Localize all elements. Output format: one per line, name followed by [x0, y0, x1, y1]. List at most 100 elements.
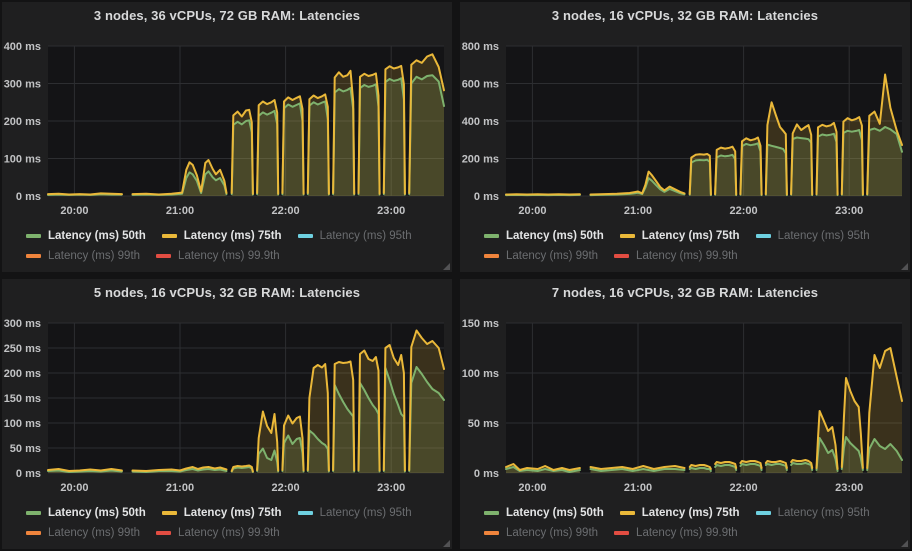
legend-swatch-50th — [26, 511, 41, 515]
series-line — [47, 468, 123, 472]
legend-swatch-99.9th — [614, 531, 630, 535]
y-tick-label: 100 ms — [462, 368, 499, 380]
x-tick-label: 20:00 — [518, 205, 546, 217]
series-line — [256, 447, 280, 473]
series-line — [306, 429, 330, 473]
series-area — [409, 330, 444, 473]
y-tick-label: 0 ms — [474, 191, 499, 203]
legend-item-99th[interactable]: Latency (ms) 99th — [26, 246, 140, 266]
panel-header[interactable]: 5 nodes, 16 vCPUs, 32 GB RAM: Latencies — [2, 279, 452, 305]
series-line — [47, 469, 123, 473]
legend-item-95th[interactable]: Latency (ms) 95th — [755, 503, 870, 523]
series-area — [307, 364, 329, 473]
panel-header[interactable]: 3 nodes, 16 vCPUs, 32 GB RAM: Latencies — [460, 2, 910, 28]
latency-chart[interactable]: 0 ms 100 ms 200 ms 300 ms 400 ms 20:00 21:00 22… — [2, 28, 452, 224]
panel-title[interactable]: 7 nodes, 16 vCPUs, 32 GB RAM: Latencies — [551, 284, 819, 300]
legend-item-99th[interactable]: Latency (ms) 99th — [484, 246, 598, 266]
legend-item-75th[interactable]: Latency (ms) 75th — [619, 226, 740, 246]
series-area — [841, 117, 863, 196]
y-tick-label: 400 ms — [4, 41, 41, 53]
series-line — [688, 467, 712, 472]
y-tick-label: 0 ms — [474, 468, 499, 480]
series-line — [589, 468, 686, 472]
series-area — [590, 178, 685, 196]
legend-swatch-75th — [161, 511, 177, 515]
panel-header[interactable]: 7 nodes, 16 vCPUs, 32 GB RAM: Latencies — [460, 279, 910, 305]
legend-item-50th[interactable]: Latency (ms) 50th — [484, 503, 604, 523]
legend-swatch-50th — [484, 234, 499, 238]
legend-item-95th[interactable]: Latency (ms) 95th — [297, 226, 412, 246]
legend-item-50th[interactable]: Latency (ms) 50th — [26, 226, 146, 246]
legend-swatch-75th — [619, 511, 635, 515]
series-line — [589, 465, 686, 470]
legend-label: Latency (ms) 99.9th — [178, 527, 280, 539]
series-area — [816, 133, 838, 196]
chart-legend: Latency (ms) 50th Latency (ms) 75th Latenc… — [2, 224, 452, 266]
panel-resize-handle[interactable] — [901, 540, 908, 547]
panel-resize-handle[interactable] — [443, 540, 450, 547]
legend-item-99.9th[interactable]: Latency (ms) 99.9th — [614, 523, 738, 543]
panel-3-nodes-36-vcpus: 3 nodes, 36 vCPUs, 72 GB RAM: Latencies … — [2, 2, 452, 272]
panel-resize-handle[interactable] — [901, 263, 908, 270]
legend-item-99th[interactable]: Latency (ms) 99th — [484, 523, 598, 543]
y-tick-label: 100 ms — [4, 154, 41, 166]
latency-chart[interactable]: 0 ms 50 ms 100 ms 150 ms 20:00 21:00 22:00 23:0… — [460, 305, 910, 501]
x-tick-label: 22:00 — [272, 205, 300, 217]
series-line — [230, 464, 254, 473]
legend-item-50th[interactable]: Latency (ms) 50th — [26, 503, 146, 523]
legend-label: Latency (ms) 99.9th — [178, 250, 280, 262]
x-tick-label: 21:00 — [166, 205, 194, 217]
legend-item-99.9th[interactable]: Latency (ms) 99.9th — [156, 523, 280, 543]
legend-item-99.9th[interactable]: Latency (ms) 99.9th — [614, 246, 738, 266]
legend-swatch-75th — [619, 234, 635, 238]
legend-label: Latency (ms) 75th — [641, 230, 740, 242]
legend-swatch-50th — [26, 234, 41, 238]
panel-header[interactable]: 3 nodes, 36 vCPUs, 72 GB RAM: Latencies — [2, 2, 452, 28]
x-tick-label: 21:00 — [166, 482, 194, 494]
legend-label: Latency (ms) 50th — [48, 230, 146, 242]
legend-item-95th[interactable]: Latency (ms) 95th — [297, 503, 412, 523]
legend-item-99th[interactable]: Latency (ms) 99th — [26, 523, 140, 543]
series-line — [332, 360, 356, 472]
y-tick-label: 150 ms — [462, 318, 499, 330]
series-line — [131, 159, 228, 196]
legend-label: Latency (ms) 50th — [506, 230, 604, 242]
series-area — [333, 70, 355, 196]
series-area — [740, 143, 762, 196]
series-area — [333, 88, 355, 196]
series-area — [409, 54, 444, 196]
series-line — [714, 145, 738, 196]
legend-label: Latency (ms) 99th — [48, 527, 141, 539]
series-area — [816, 438, 838, 473]
legend-item-95th[interactable]: Latency (ms) 95th — [755, 226, 870, 246]
series-area — [689, 159, 711, 196]
legend-label: Latency (ms) 95th — [319, 507, 412, 519]
series-area — [358, 350, 380, 473]
chart-canvas: 0 ms 100 ms 200 ms 300 ms 400 ms 20:00 21:00 22… — [4, 41, 445, 217]
series-line — [281, 95, 305, 195]
series-line — [866, 347, 903, 469]
legend-item-99.9th[interactable]: Latency (ms) 99.9th — [156, 246, 280, 266]
x-tick-label: 23:00 — [377, 482, 405, 494]
series-line — [408, 329, 445, 471]
series-area — [791, 137, 813, 196]
series-area — [282, 96, 304, 196]
latency-chart[interactable]: 0 ms 50 ms 100 ms 150 ms 200 ms 250 ms 300 ms 2… — [2, 305, 452, 501]
x-tick-label: 20:00 — [518, 482, 546, 494]
legend-item-50th[interactable]: Latency (ms) 50th — [484, 226, 604, 246]
series-area — [231, 120, 253, 196]
y-tick-label: 200 ms — [4, 368, 41, 380]
legend-item-75th[interactable]: Latency (ms) 75th — [161, 226, 282, 246]
series-line — [505, 463, 581, 471]
panel-resize-handle[interactable] — [443, 263, 450, 270]
series-line — [256, 99, 280, 195]
legend-swatch-99.9th — [156, 254, 172, 258]
legend-swatch-95th — [297, 234, 313, 238]
latency-chart[interactable]: 0 ms 200 ms 400 ms 600 ms 800 ms 20:00 21:00 22… — [460, 28, 910, 224]
legend-item-75th[interactable]: Latency (ms) 75th — [161, 503, 282, 523]
series-line — [589, 170, 686, 196]
panel-title[interactable]: 3 nodes, 16 vCPUs, 32 GB RAM: Latencies — [551, 7, 819, 23]
panel-title[interactable]: 5 nodes, 16 vCPUs, 32 GB RAM: Latencies — [93, 284, 361, 300]
panel-title[interactable]: 3 nodes, 36 vCPUs, 72 GB RAM: Latencies — [93, 7, 361, 23]
legend-item-75th[interactable]: Latency (ms) 75th — [619, 503, 740, 523]
